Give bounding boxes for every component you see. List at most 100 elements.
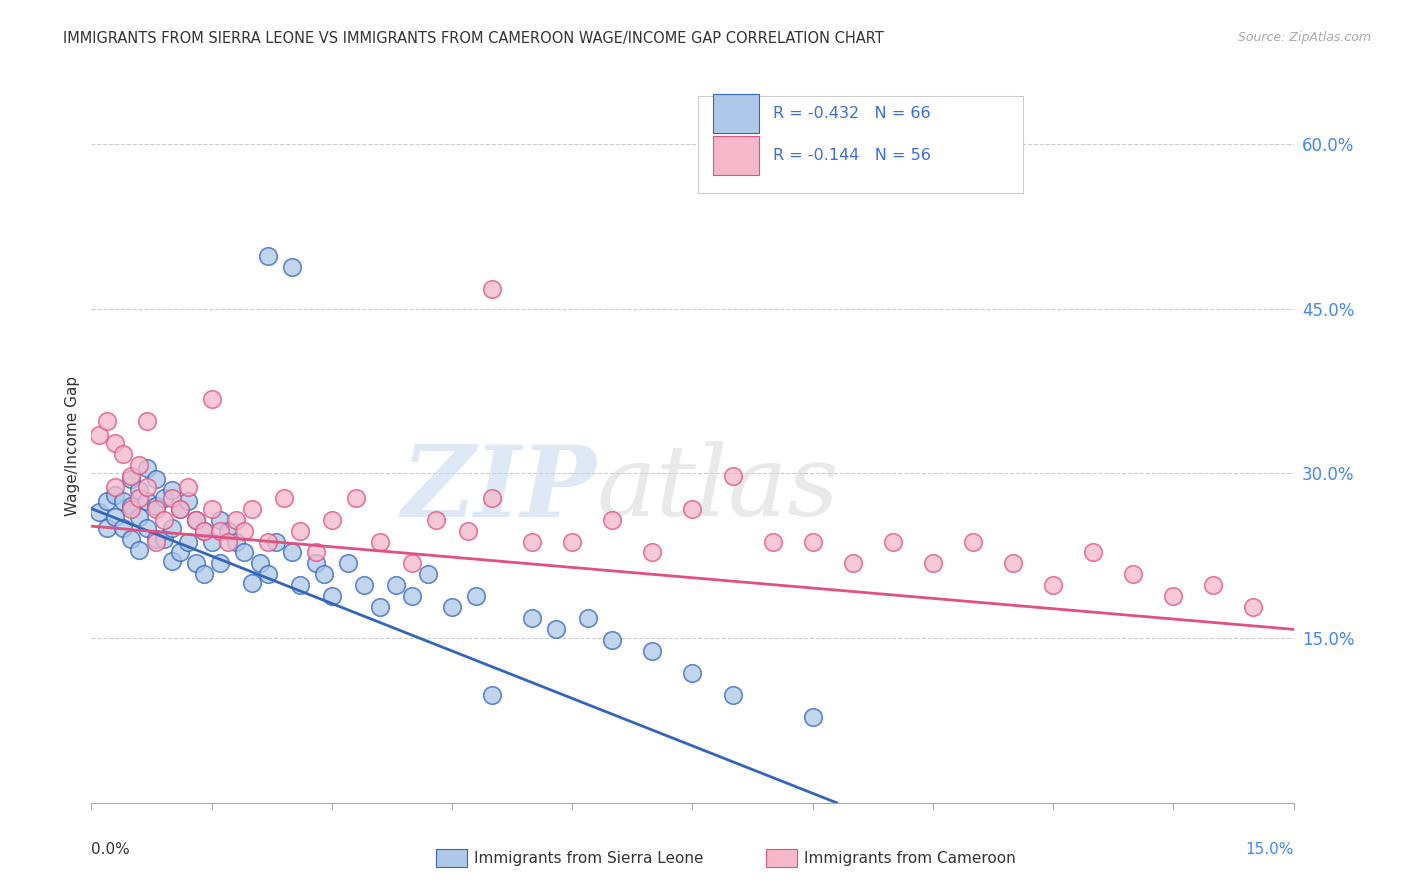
Point	[561, 534, 583, 549]
Point	[1243, 600, 1265, 615]
Point	[522, 534, 544, 549]
Point	[882, 534, 904, 549]
Point	[440, 600, 463, 615]
Point	[208, 557, 231, 571]
Point	[801, 534, 824, 549]
Point	[193, 567, 215, 582]
Point	[136, 494, 159, 508]
Point	[305, 545, 328, 559]
Point	[962, 534, 984, 549]
Point	[312, 567, 335, 582]
Point	[641, 545, 664, 559]
Point	[225, 512, 247, 526]
Point	[353, 578, 375, 592]
Point	[256, 249, 278, 263]
Point	[145, 533, 167, 547]
Point	[1083, 545, 1105, 559]
Point	[641, 644, 664, 658]
Text: 15.0%: 15.0%	[1246, 842, 1294, 857]
Point	[128, 483, 150, 497]
Point	[841, 557, 863, 571]
Point	[681, 666, 703, 681]
Point	[481, 282, 503, 296]
Point	[152, 512, 174, 526]
Point	[922, 557, 945, 571]
Point	[401, 590, 423, 604]
Point	[721, 468, 744, 483]
Bar	[713, 136, 759, 176]
Point	[344, 491, 367, 505]
Point	[522, 611, 544, 625]
Point	[401, 557, 423, 571]
Point	[721, 688, 744, 702]
Point	[169, 545, 191, 559]
Point	[184, 512, 207, 526]
Point	[176, 494, 198, 508]
Text: Source: ZipAtlas.com: Source: ZipAtlas.com	[1237, 31, 1371, 45]
Text: 0.0%: 0.0%	[91, 842, 131, 857]
Point	[96, 494, 118, 508]
Text: atlas: atlas	[596, 442, 839, 536]
Point	[256, 567, 278, 582]
Bar	[713, 94, 759, 133]
Point	[281, 545, 304, 559]
Point	[416, 567, 439, 582]
Point	[136, 521, 159, 535]
Point	[136, 461, 159, 475]
Point	[152, 533, 174, 547]
Point	[128, 510, 150, 524]
Point	[112, 494, 135, 508]
Point	[104, 480, 127, 494]
Point	[240, 501, 263, 516]
Point	[169, 501, 191, 516]
Point	[193, 524, 215, 538]
Point	[104, 510, 127, 524]
Point	[128, 491, 150, 505]
Point	[89, 428, 111, 442]
Text: R = -0.144   N = 56: R = -0.144 N = 56	[773, 148, 931, 163]
Point	[305, 557, 328, 571]
Point	[264, 534, 287, 549]
Point	[208, 512, 231, 526]
Point	[256, 534, 278, 549]
Point	[465, 590, 488, 604]
Point	[145, 472, 167, 486]
Point	[121, 500, 143, 514]
Point	[89, 505, 111, 519]
Point	[457, 524, 479, 538]
Point	[96, 521, 118, 535]
Point	[1042, 578, 1064, 592]
Text: R = -0.432   N = 66: R = -0.432 N = 66	[773, 106, 931, 120]
Point	[1202, 578, 1225, 592]
Point	[321, 512, 343, 526]
Point	[176, 534, 198, 549]
Point	[121, 472, 143, 486]
Point	[121, 501, 143, 516]
Point	[240, 576, 263, 591]
Text: ZIP: ZIP	[401, 441, 596, 537]
Point	[1163, 590, 1185, 604]
Point	[184, 512, 207, 526]
Point	[201, 392, 224, 406]
Point	[801, 710, 824, 724]
Point	[481, 688, 503, 702]
Point	[368, 534, 391, 549]
Point	[1122, 567, 1144, 582]
Point	[249, 557, 271, 571]
Point	[225, 534, 247, 549]
Point	[546, 623, 568, 637]
Point	[160, 554, 183, 568]
Point	[201, 501, 224, 516]
Point	[281, 260, 304, 274]
Point	[681, 501, 703, 516]
Point	[160, 491, 183, 505]
Point	[425, 512, 447, 526]
Point	[602, 633, 624, 648]
Point	[176, 480, 198, 494]
Point	[217, 524, 239, 538]
Point	[576, 611, 599, 625]
Point	[121, 468, 143, 483]
Point	[201, 534, 224, 549]
Text: Immigrants from Sierra Leone: Immigrants from Sierra Leone	[474, 851, 703, 865]
Point	[160, 521, 183, 535]
